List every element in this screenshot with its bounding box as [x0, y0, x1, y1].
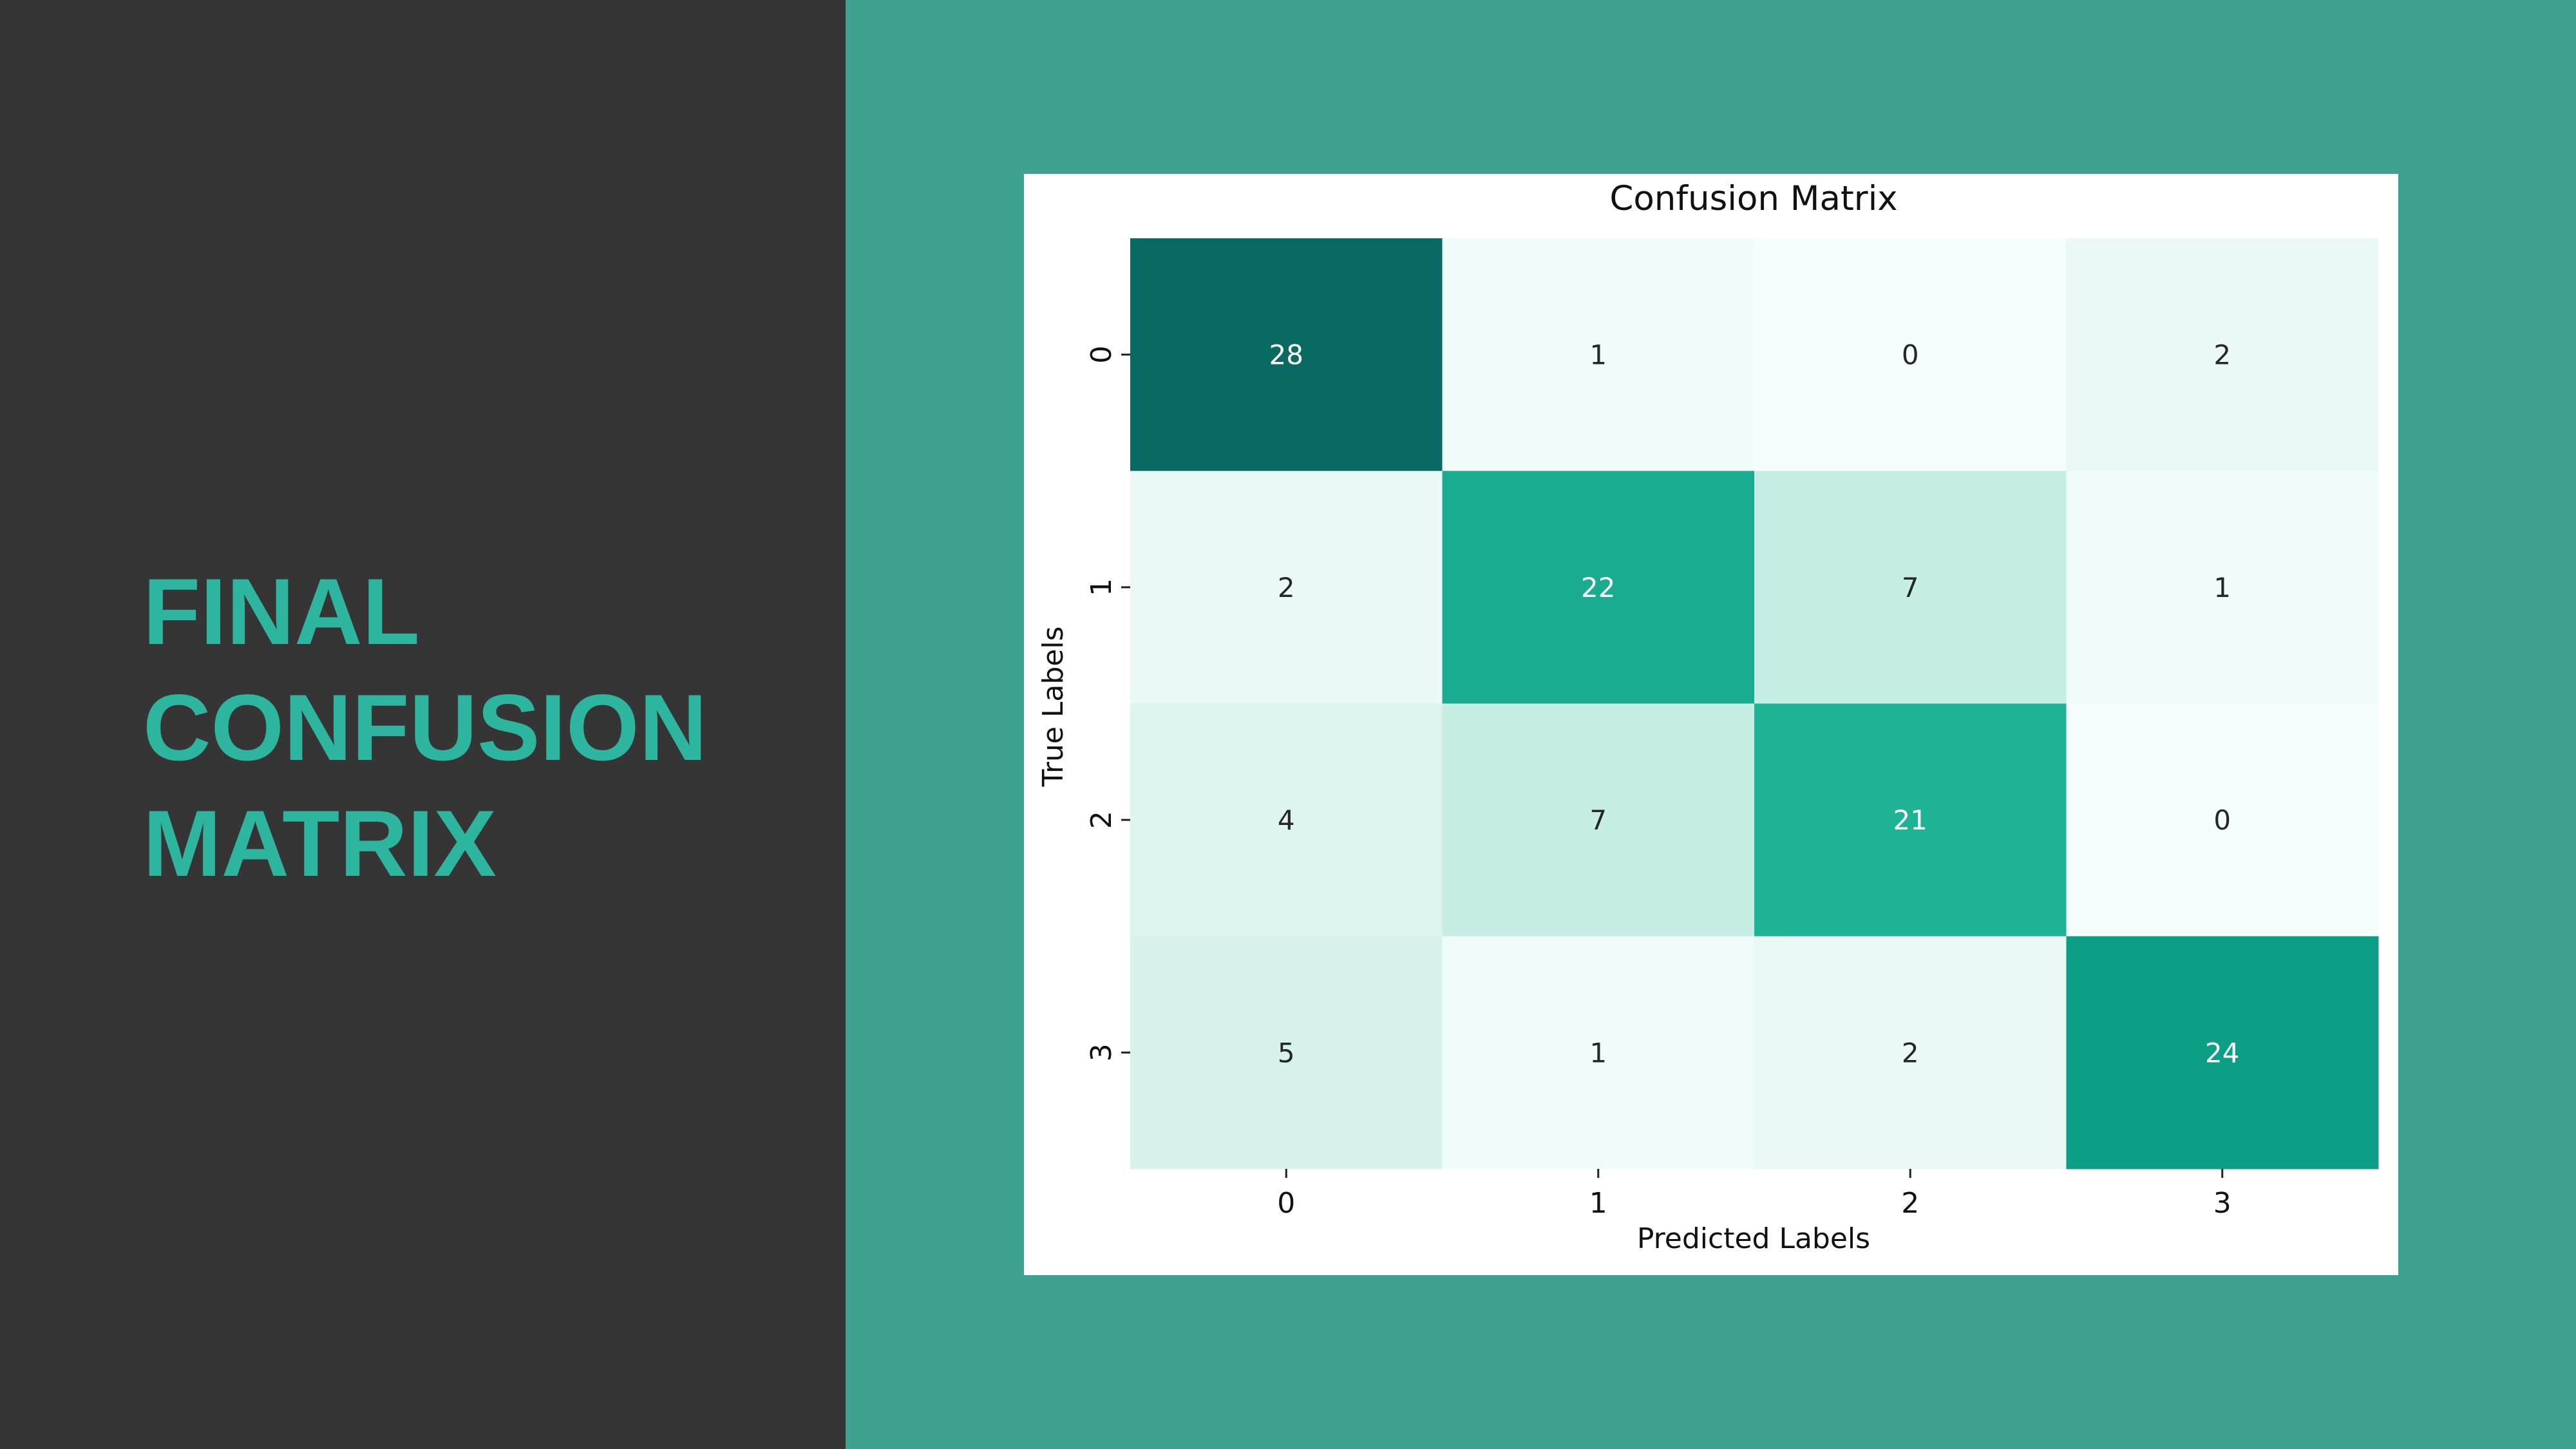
- cell-value-label: 7: [1902, 572, 1919, 603]
- heatmap-cell: [1442, 703, 1755, 937]
- heatmap-cell: [1754, 703, 2067, 937]
- slide-title-line: FINAL: [143, 559, 420, 664]
- cell-value-label: 2: [1278, 572, 1295, 603]
- axis-ticks: 0 1 2 3 0 1 2 3: [1085, 346, 2231, 1220]
- cell-value-label: 21: [1893, 804, 1927, 836]
- cell-value-label: 1: [1589, 339, 1607, 371]
- heatmap-cell: [1130, 471, 1443, 704]
- slide-title: FINAL CONFUSION MATRIX: [143, 554, 826, 902]
- y-tick-label: 0: [1085, 346, 1118, 364]
- cell-value-label: 24: [2205, 1037, 2239, 1068]
- x-axis-label: Predicted Labels: [1637, 1222, 1870, 1255]
- heatmap-cell: [1754, 238, 2067, 471]
- cell-value-label: 0: [2213, 804, 2231, 836]
- y-tick-label: 3: [1085, 1043, 1118, 1061]
- y-tick-label: 1: [1085, 578, 1118, 596]
- heatmap-cells: 28 1 0 22 22 7 14 7 21 05 1 2 24: [1130, 238, 2379, 1170]
- cell-value-label: 1: [2213, 572, 2231, 603]
- x-tick-label: 3: [2213, 1187, 2231, 1220]
- heatmap-cell: [1754, 471, 2067, 704]
- heatmap-cell: [1130, 238, 1443, 471]
- y-axis-label: True Labels: [1037, 626, 1070, 787]
- x-tick-label: 1: [1589, 1187, 1607, 1220]
- slide-title-line: MATRIX: [143, 791, 497, 896]
- heatmap-cell: [1442, 936, 1755, 1170]
- left-panel: FINAL CONFUSION MATRIX: [0, 0, 846, 1449]
- heatmap-cell: [1754, 936, 2067, 1170]
- cell-value-label: 22: [1581, 572, 1615, 603]
- heatmap-cell: [1442, 471, 1755, 704]
- x-tick-label: 0: [1277, 1187, 1295, 1220]
- heatmap-cell: [2066, 471, 2379, 704]
- slide-title-line: CONFUSION: [143, 675, 707, 780]
- heatmap-cell: [1442, 238, 1755, 471]
- heatmap-cell: [2066, 703, 2379, 937]
- y-tick-label: 2: [1085, 811, 1118, 829]
- chart-title: Confusion Matrix: [1609, 179, 1897, 218]
- cell-value-label: 5: [1278, 1037, 1295, 1068]
- cell-value-label: 4: [1278, 804, 1295, 836]
- heatmap-cell: [2066, 936, 2379, 1170]
- cell-value-label: 7: [1589, 804, 1607, 836]
- heatmap-cell: [1130, 703, 1443, 937]
- cell-value-label: 28: [1269, 339, 1303, 371]
- cell-value-label: 0: [1902, 339, 1919, 371]
- cell-value-label: 1: [1589, 1037, 1607, 1068]
- cell-value-label: 2: [1902, 1037, 1919, 1068]
- heatmap-cell: [2066, 238, 2379, 471]
- cell-value-label: 2: [2213, 339, 2231, 371]
- x-tick-label: 2: [1901, 1187, 1919, 1220]
- heatmap-cell: [1130, 936, 1443, 1170]
